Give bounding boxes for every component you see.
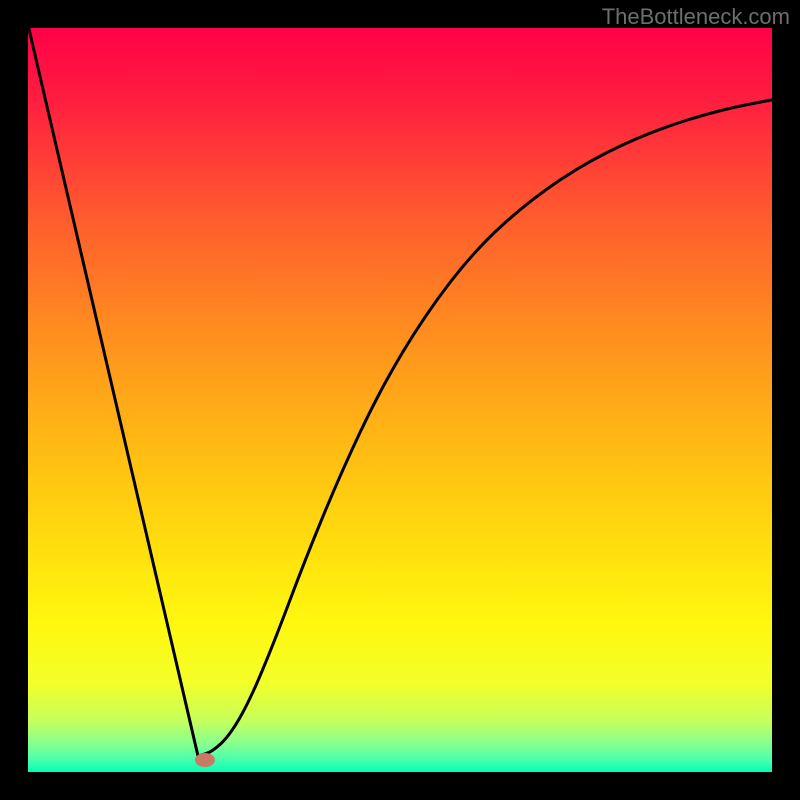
watermark-text: TheBottleneck.com <box>602 4 790 30</box>
plot-area <box>28 28 772 772</box>
chart-svg <box>0 0 800 800</box>
chart-canvas: TheBottleneck.com <box>0 0 800 800</box>
minimum-marker <box>195 753 215 767</box>
